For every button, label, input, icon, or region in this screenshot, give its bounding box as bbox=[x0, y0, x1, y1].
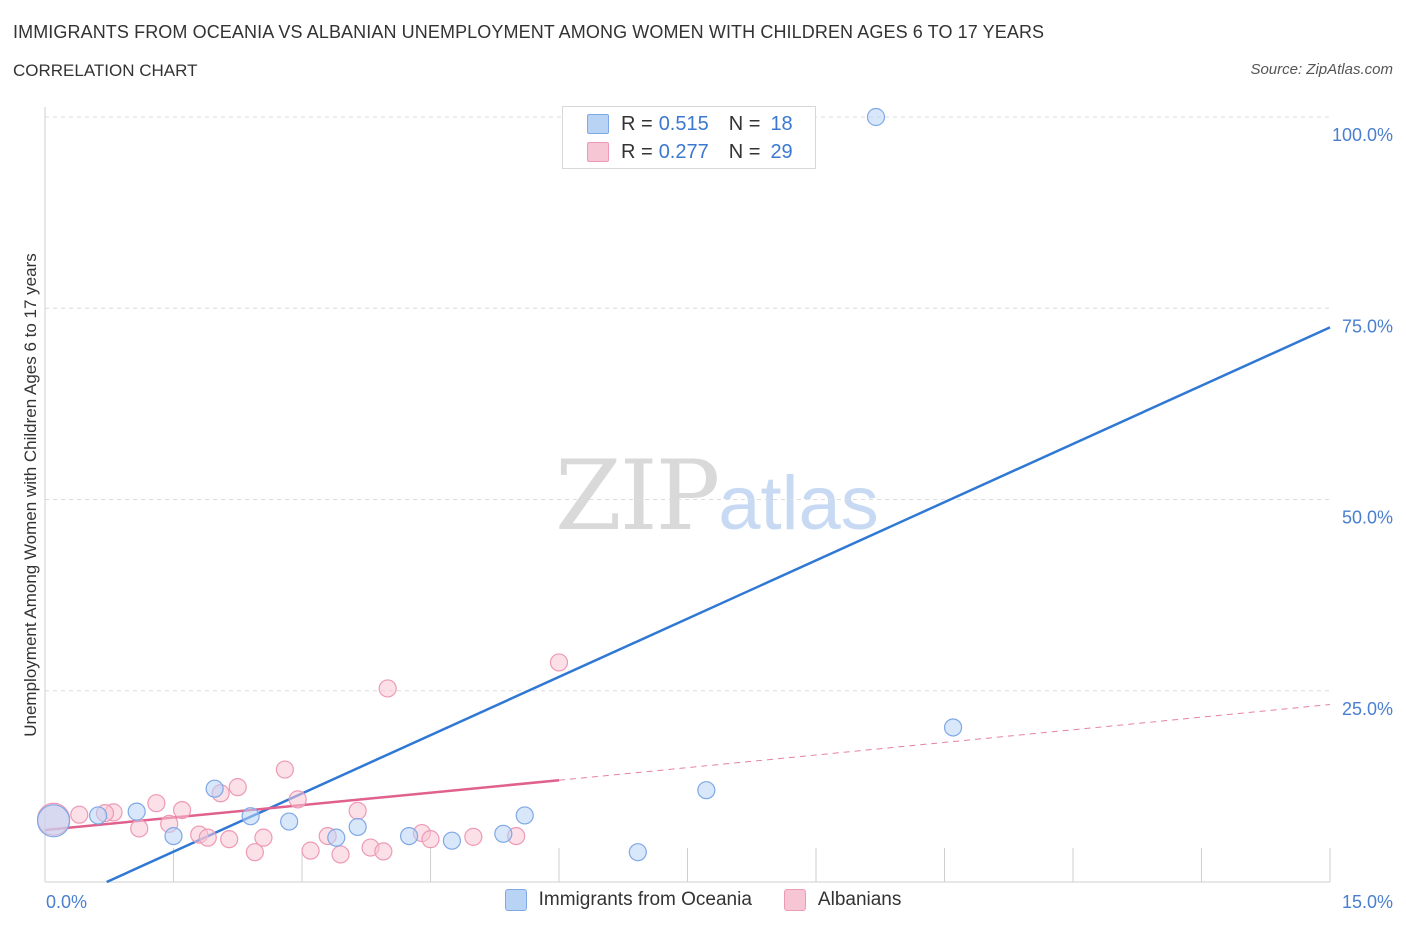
n-label: N = bbox=[728, 140, 761, 163]
y-tick-label: 100.0% bbox=[1332, 125, 1393, 145]
blue-swatch bbox=[504, 889, 527, 911]
trend-line-albanians-extended bbox=[558, 704, 1331, 781]
n-value: 18 bbox=[770, 112, 793, 135]
chart-subtitle: CORRELATION CHART bbox=[13, 61, 198, 80]
source-credit: Source: ZipAtlas.com bbox=[1250, 61, 1393, 78]
y-tick-label: 50.0% bbox=[1342, 508, 1393, 528]
legend-row-albanians: R = 0.277 N = 29 bbox=[587, 139, 793, 165]
point-albanians bbox=[374, 842, 393, 861]
y-tick-label: 25.0% bbox=[1342, 699, 1393, 719]
point-oceania bbox=[280, 812, 299, 831]
point-oceania bbox=[89, 806, 108, 825]
watermark-zip: ZIP bbox=[555, 440, 720, 552]
point-albanians bbox=[464, 827, 483, 846]
blue-swatch bbox=[587, 114, 609, 134]
point-albanians bbox=[378, 679, 397, 698]
point-albanians bbox=[245, 843, 264, 862]
pink-swatch bbox=[783, 889, 806, 911]
point-albanians bbox=[220, 830, 239, 849]
point-oceania bbox=[442, 831, 462, 850]
legend-label-albanians: Albanians bbox=[817, 889, 902, 910]
point-oceania bbox=[327, 828, 346, 847]
data-points bbox=[36, 107, 963, 864]
trend-lines bbox=[44, 326, 1331, 884]
point-oceania bbox=[515, 806, 534, 825]
point-oceania bbox=[164, 826, 183, 846]
x-tick-label: 0.0% bbox=[46, 892, 87, 912]
point-oceania bbox=[943, 718, 963, 737]
point-oceania bbox=[494, 824, 513, 843]
correlation-legend: R = 0.515 N = 18 R = 0.277 N = 29 bbox=[562, 106, 816, 169]
point-albanians bbox=[70, 805, 89, 824]
point-albanians bbox=[421, 830, 440, 849]
n-value: 29 bbox=[770, 140, 793, 163]
point-oceania bbox=[241, 807, 260, 826]
point-albanians bbox=[549, 653, 569, 672]
point-albanians bbox=[288, 790, 307, 809]
chart-title: IMMIGRANTS FROM OCEANIA VS ALBANIAN UNEM… bbox=[13, 22, 1045, 42]
x-tick-label: 15.0% bbox=[1342, 892, 1393, 912]
r-label: R = bbox=[621, 112, 653, 135]
grid-lines bbox=[45, 116, 1330, 692]
trend-line-oceania bbox=[106, 326, 1331, 884]
axes bbox=[44, 107, 1331, 883]
point-albanians bbox=[348, 801, 367, 820]
watermark-atlas: atlas bbox=[718, 461, 879, 546]
point-albanians bbox=[172, 800, 192, 820]
point-oceania bbox=[866, 107, 886, 127]
point-oceania bbox=[399, 826, 419, 846]
r-value: 0.515 bbox=[658, 112, 709, 135]
legend-row-oceania: R = 0.515 N = 18 bbox=[587, 111, 793, 137]
point-oceania bbox=[36, 804, 71, 838]
point-albanians bbox=[147, 794, 166, 813]
watermark: ZIPatlas bbox=[555, 440, 879, 552]
point-oceania bbox=[348, 817, 367, 837]
point-oceania bbox=[697, 781, 716, 800]
r-value: 0.277 bbox=[658, 140, 709, 163]
point-albanians bbox=[301, 841, 320, 860]
point-albanians bbox=[130, 819, 149, 838]
n-label: N = bbox=[728, 112, 761, 135]
point-albanians bbox=[198, 828, 217, 847]
pink-swatch bbox=[587, 142, 609, 162]
point-albanians bbox=[275, 760, 294, 779]
legend-item-albanians[interactable]: Albanians bbox=[783, 889, 902, 911]
tick-labels: 25.0% 50.0% 75.0% 100.0% 0.0% 15.0% bbox=[46, 125, 1393, 912]
y-tick-label: 75.0% bbox=[1342, 316, 1393, 336]
point-oceania bbox=[127, 802, 146, 821]
point-oceania bbox=[205, 779, 224, 798]
legend-item-oceania[interactable]: Immigrants from Oceania bbox=[504, 889, 752, 911]
point-albanians bbox=[254, 828, 273, 847]
point-oceania bbox=[628, 843, 647, 862]
point-albanians bbox=[331, 845, 350, 864]
r-label: R = bbox=[621, 140, 653, 163]
point-albanians bbox=[228, 778, 247, 797]
legend-label-oceania: Immigrants from Oceania bbox=[538, 889, 752, 910]
series-legend: Immigrants from Oceania Albanians bbox=[0, 889, 1406, 911]
